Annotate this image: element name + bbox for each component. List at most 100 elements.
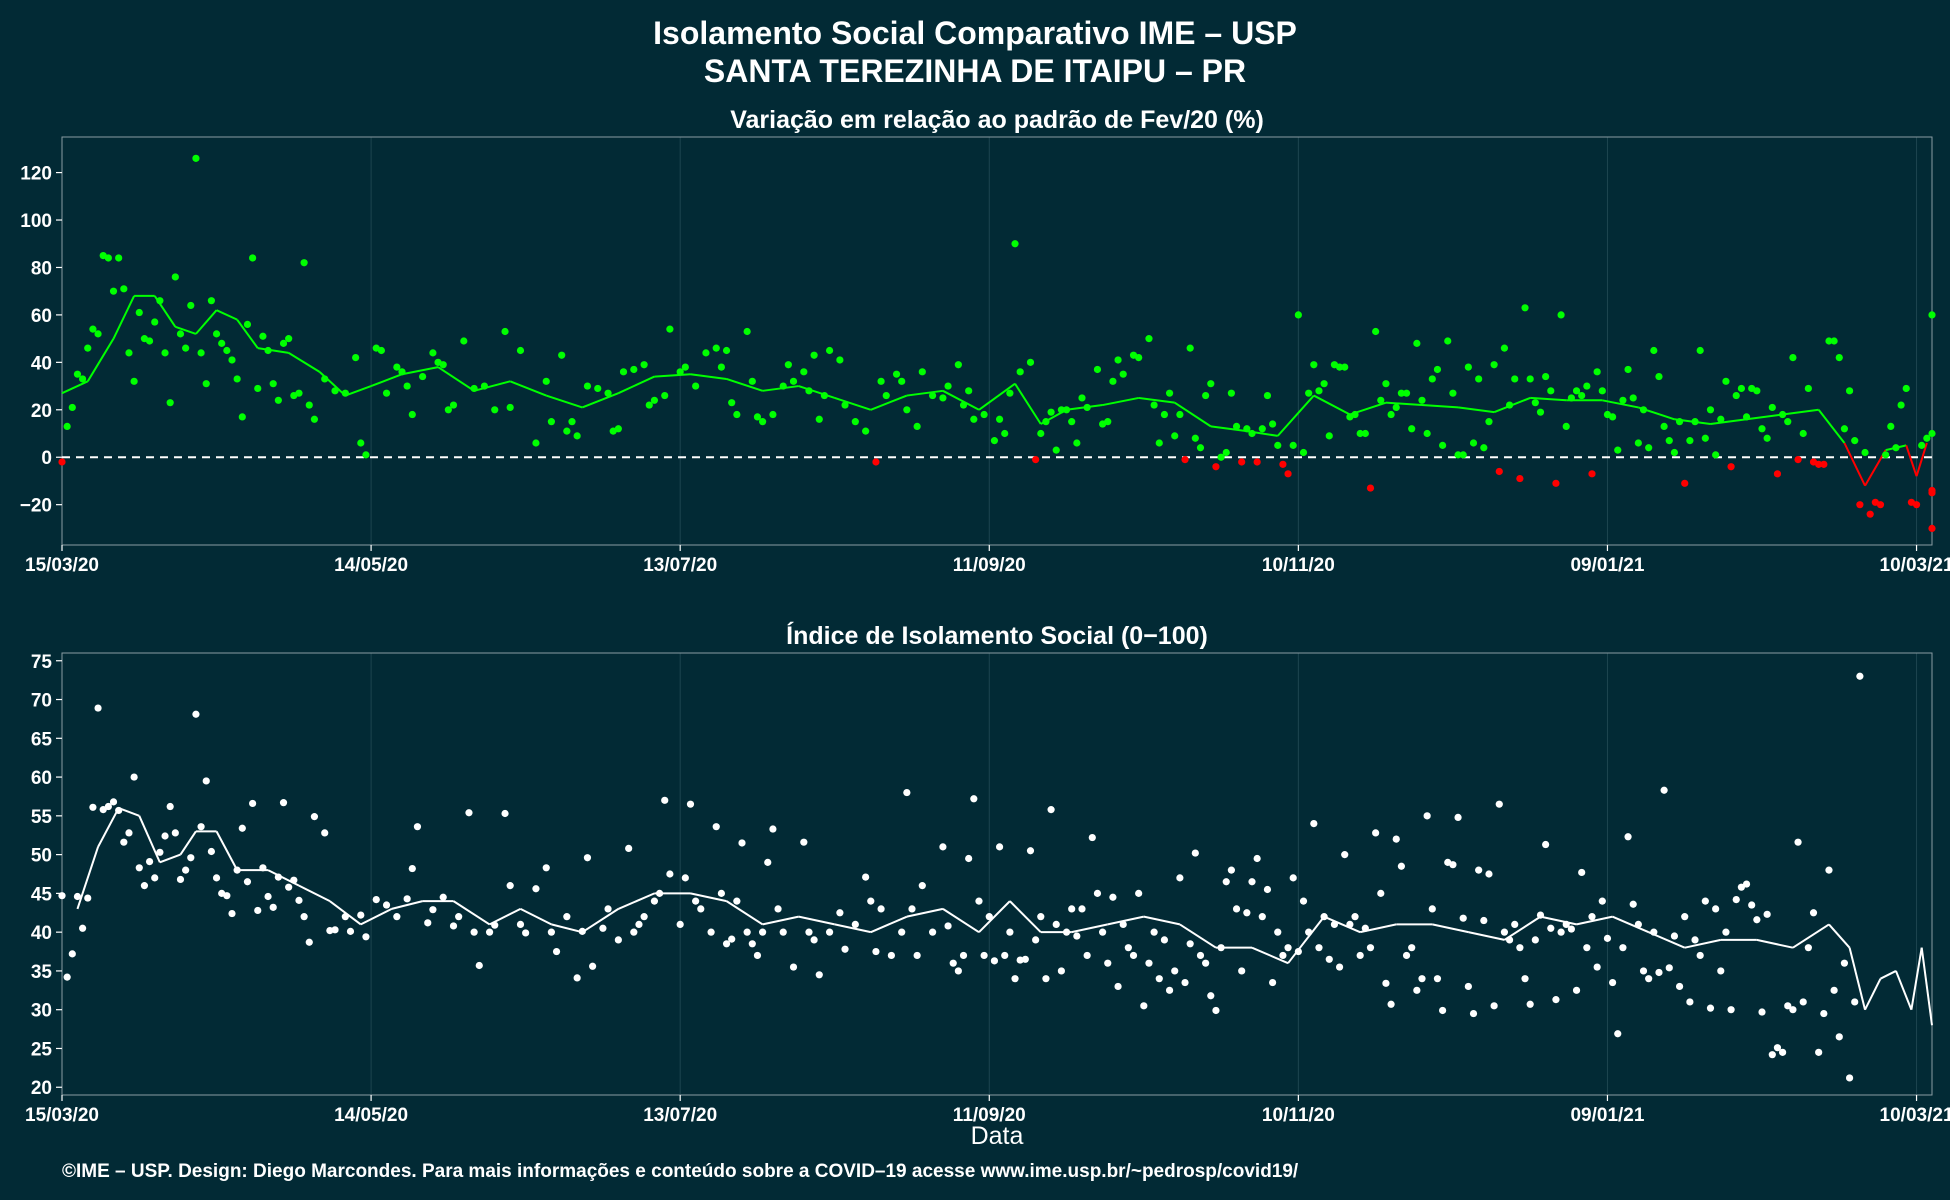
data-point [501,327,509,336]
data-point [1475,375,1483,383]
trend-line-segment [1920,947,1933,1026]
data-point [1809,909,1818,917]
data-point [1598,897,1606,905]
data-point [908,905,916,913]
data-point [357,439,365,447]
data-point [589,962,597,970]
data-point [1052,920,1060,929]
data-point [681,874,689,882]
data-point [1928,429,1936,438]
data-point [1830,337,1838,345]
data-point [1820,1009,1828,1018]
data-point [1609,978,1617,987]
data-point [1299,448,1308,457]
data-point [1042,418,1050,426]
plot-area-border [61,652,1933,1096]
data-point [516,346,525,355]
data-point [104,802,112,811]
data-point [1897,401,1905,409]
data-point [1928,311,1936,319]
data-point [815,415,823,423]
data-point [903,406,911,414]
data-point [1727,1006,1735,1014]
trend-line-segment [1864,449,1887,487]
trend-line-segment [159,853,181,864]
x-tick-label: 13/07/20 [643,1105,717,1126]
data-point [295,389,303,397]
data-point [1557,311,1565,319]
data-point [1171,432,1179,440]
data-point [1160,410,1169,419]
data-point [1387,410,1395,419]
data-point [1248,878,1256,886]
data-point [1542,372,1550,381]
data-point [135,308,143,317]
data-point [1165,389,1174,397]
data-point [532,439,540,447]
data-point [192,154,200,162]
data-point [1171,967,1179,975]
data-point [939,394,947,402]
data-point [264,892,272,901]
x-tick-label: 11/09/20 [953,1105,1026,1126]
data-point [1196,951,1205,960]
data-point [1464,363,1472,371]
trend-line-segment [437,366,475,392]
y-tick-label: 40 [31,353,52,374]
data-point [1799,998,1807,1006]
trend-line-segment [1817,409,1846,444]
data-point [1361,924,1369,932]
data-point [836,356,844,364]
trend-line-segment [870,915,908,934]
data-point [1176,874,1184,882]
data-point [243,320,252,328]
data-point [1459,451,1467,459]
data-point [79,375,87,383]
trend-line-segment [581,908,619,933]
data-point [1310,819,1318,828]
data-point [867,897,875,905]
data-point [73,892,82,901]
data-point [1449,861,1457,869]
data-point [1001,429,1009,438]
data-point [1114,356,1122,364]
data-point [491,406,499,414]
data-point [1454,451,1462,459]
trend-line-segment [1323,915,1361,934]
data-point [398,368,406,376]
data-point [1485,418,1493,426]
y-tick-label: 20 [31,401,52,422]
data-point [1269,420,1277,428]
y-tick-label: 35 [31,962,53,983]
data-point [1150,928,1158,936]
data-point [1928,489,1936,497]
data-point [1732,895,1740,904]
data-point [1382,380,1390,388]
data-point [1037,913,1045,921]
data-point [975,897,983,905]
data-point [1413,986,1421,994]
data-point [305,401,313,409]
trend-line-segment [545,394,583,409]
data-point [717,363,725,371]
data-point [279,799,288,807]
data-point [630,365,638,374]
data-point [1279,460,1287,468]
data-point [254,906,262,915]
data-point [1165,986,1174,994]
data-point [887,951,895,960]
data-point [1495,467,1503,476]
data-point [1433,365,1442,374]
data-point [1542,840,1550,849]
data-point [1840,425,1849,433]
data-point [94,704,102,712]
data-point [1701,434,1709,442]
x-tick-label: 10/11/20 [1262,555,1335,576]
data-point [362,451,370,459]
data-point [1135,354,1143,362]
data-point [1248,429,1256,438]
data-point [1114,982,1122,991]
data-point [1748,901,1756,909]
data-point [1037,429,1045,438]
data-point [249,254,257,262]
